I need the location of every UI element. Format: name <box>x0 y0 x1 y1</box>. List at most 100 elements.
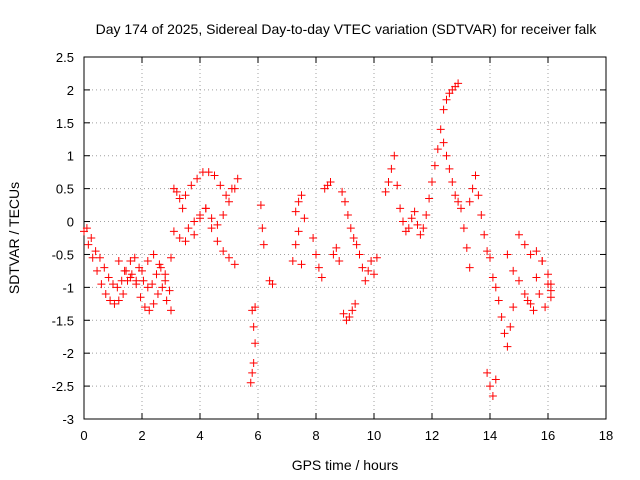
data-point <box>169 227 178 236</box>
data-point <box>136 293 145 302</box>
data-point <box>149 250 158 259</box>
data-point <box>126 257 135 266</box>
data-point <box>225 197 233 206</box>
data-point <box>341 197 349 206</box>
data-point <box>454 197 463 206</box>
data-point <box>384 178 393 187</box>
data-point <box>167 253 175 262</box>
data-point <box>149 299 158 308</box>
data-point <box>184 224 193 233</box>
data-point <box>339 309 348 318</box>
y-tick-label: 0 <box>67 215 74 230</box>
chart-title: Day 174 of 2025, Sidereal Day-to-day VTE… <box>96 21 598 37</box>
data-point <box>491 375 500 384</box>
data-point <box>326 178 335 187</box>
data-point <box>509 303 518 312</box>
x-tick-label: 12 <box>425 428 439 443</box>
data-point <box>251 339 260 348</box>
data-point <box>494 296 503 305</box>
data-point <box>222 191 231 200</box>
y-tick-label: 1.5 <box>56 116 74 131</box>
data-point <box>114 296 123 305</box>
data-point <box>544 270 552 279</box>
data-point <box>162 296 171 305</box>
data-point <box>190 217 199 226</box>
x-tick-label: 6 <box>254 428 261 443</box>
data-point <box>143 257 152 266</box>
data-point <box>445 164 454 173</box>
data-point <box>486 253 494 262</box>
data-point <box>312 250 320 259</box>
data-point <box>459 224 468 233</box>
data-point <box>410 207 419 216</box>
data-point <box>358 263 367 272</box>
data-point <box>474 191 483 200</box>
data-point <box>454 79 463 88</box>
data-point <box>442 151 451 160</box>
data-point <box>503 250 512 259</box>
data-point <box>158 283 167 292</box>
data-point <box>248 368 257 377</box>
data-point <box>230 260 239 269</box>
data-point <box>546 293 555 302</box>
data-point <box>268 280 277 289</box>
data-point <box>541 303 550 312</box>
data-point <box>509 266 518 275</box>
data-point <box>520 240 529 249</box>
data-point <box>249 359 258 368</box>
data-point <box>172 187 181 196</box>
plot-frame <box>83 56 607 420</box>
data-point <box>143 283 152 292</box>
data-point <box>348 306 357 315</box>
y-tick-label: 2 <box>67 83 74 98</box>
data-point <box>190 230 199 239</box>
data-point <box>113 283 122 292</box>
data-point <box>436 125 445 134</box>
data-point <box>165 286 174 295</box>
data-point <box>104 273 113 282</box>
data-point <box>439 138 448 147</box>
data-point <box>477 210 486 219</box>
data-point <box>213 237 222 246</box>
data-point <box>439 105 448 114</box>
data-point <box>352 240 361 249</box>
y-tick-label: 0.5 <box>56 182 74 197</box>
data-point <box>532 247 541 256</box>
data-point <box>251 303 260 312</box>
data-point <box>329 250 338 259</box>
data-point <box>256 201 265 210</box>
data-point <box>372 253 381 262</box>
data-point <box>219 247 228 256</box>
data-point <box>364 266 373 275</box>
data-point <box>201 204 210 213</box>
data-point <box>233 174 242 183</box>
data-point <box>181 191 190 200</box>
data-point <box>126 273 135 282</box>
data-point <box>399 217 407 226</box>
data-point <box>106 296 115 305</box>
data-point <box>288 257 297 266</box>
data-point <box>152 270 161 279</box>
data-point <box>422 210 431 219</box>
grid <box>84 57 606 419</box>
data-point <box>216 181 225 190</box>
data-points <box>80 79 555 400</box>
data-point <box>225 253 233 262</box>
data-point <box>138 266 146 275</box>
data-point <box>204 168 213 177</box>
data-point <box>145 306 154 315</box>
data-point <box>196 214 204 223</box>
data-point <box>291 240 300 249</box>
data-point <box>506 322 515 331</box>
data-point <box>355 250 364 259</box>
x-tick-label: 0 <box>80 428 87 443</box>
data-point <box>119 289 128 298</box>
data-point <box>117 276 126 285</box>
data-point <box>84 240 93 249</box>
data-point <box>520 289 529 298</box>
data-point <box>332 243 341 252</box>
data-point <box>139 276 148 285</box>
data-point <box>140 303 149 312</box>
y-tick-label: 1 <box>67 149 74 164</box>
x-tick-label: 18 <box>599 428 613 443</box>
